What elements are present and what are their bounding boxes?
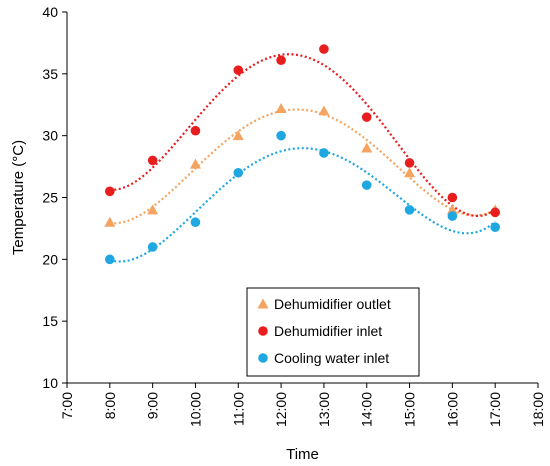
data-point-circle bbox=[105, 186, 115, 197]
data-point-circle bbox=[147, 242, 158, 252]
data-point-circle bbox=[447, 192, 458, 203]
trendline-1 bbox=[109, 53, 496, 217]
data-point-circle bbox=[319, 44, 329, 54]
legend: Dehumidifier outlet Dehumidifier inlet Coo… bbox=[246, 287, 420, 377]
x-tick-label: 8:00 bbox=[102, 392, 118, 419]
data-point-triangle bbox=[232, 130, 244, 141]
x-tick-label: 15:00 bbox=[402, 392, 418, 427]
legend-marker bbox=[258, 353, 268, 363]
data-point-circle bbox=[319, 148, 329, 158]
trendline-0 bbox=[109, 108, 496, 225]
y-tick-label: 15 bbox=[42, 313, 58, 329]
x-tick-label: 12:00 bbox=[273, 392, 289, 427]
data-point-circle bbox=[233, 65, 244, 75]
data-point-circle bbox=[276, 55, 286, 66]
legend-marker bbox=[257, 298, 269, 309]
data-point-circle bbox=[147, 155, 158, 166]
legend-label: Dehumidifier inlet bbox=[274, 323, 382, 339]
data-point-triangle bbox=[361, 142, 373, 153]
x-tick-label: 13:00 bbox=[316, 392, 332, 427]
data-point-triangle bbox=[189, 158, 201, 169]
trendline-2 bbox=[109, 147, 496, 263]
data-point-triangle bbox=[147, 204, 159, 215]
x-tick-label: 9:00 bbox=[145, 392, 161, 419]
data-point-triangle bbox=[404, 167, 416, 178]
y-tick-label: 30 bbox=[42, 128, 58, 144]
legend-box bbox=[246, 287, 420, 377]
x-tick-label: 7:00 bbox=[59, 392, 75, 419]
y-tick-label: 20 bbox=[42, 251, 58, 267]
axes: 10 15 20 25 30 35 40 7:00 8:00 9:00 10:00 11:00 12:0… bbox=[42, 4, 546, 427]
y-tick-label: 25 bbox=[42, 190, 58, 206]
legend-label: Dehumidifier outlet bbox=[274, 296, 391, 312]
y-tick-label: 35 bbox=[42, 66, 58, 82]
data-point-circle bbox=[233, 167, 244, 178]
x-tick-label: 11:00 bbox=[230, 392, 246, 426]
y-tick-label: 10 bbox=[42, 375, 58, 391]
data-points bbox=[104, 44, 501, 265]
data-point-triangle bbox=[318, 105, 330, 116]
x-axis-title: Time bbox=[286, 446, 319, 463]
data-point-circle bbox=[404, 158, 415, 168]
x-tick-label: 16:00 bbox=[444, 392, 460, 427]
trendlines bbox=[109, 53, 496, 263]
data-point-circle bbox=[190, 125, 201, 136]
x-tick-label: 17:00 bbox=[487, 392, 503, 427]
legend-label: Cooling water inlet bbox=[274, 350, 389, 366]
legend-marker bbox=[258, 326, 268, 336]
x-tick-label: 18:00 bbox=[530, 392, 546, 427]
data-point-circle bbox=[361, 180, 372, 190]
data-point-circle bbox=[361, 112, 372, 122]
data-point-circle bbox=[404, 205, 415, 215]
data-point-triangle bbox=[446, 204, 458, 215]
data-point-triangle bbox=[104, 216, 116, 227]
x-tick-label: 10:00 bbox=[187, 392, 203, 427]
x-tick-label: 14:00 bbox=[359, 392, 375, 427]
data-point-circle bbox=[490, 207, 500, 218]
data-point-circle bbox=[490, 222, 500, 232]
data-point-triangle bbox=[275, 102, 287, 113]
data-point-circle bbox=[276, 130, 286, 141]
data-point-circle bbox=[105, 254, 115, 265]
y-axis-title: Temperature (°C) bbox=[10, 140, 27, 255]
data-point-circle bbox=[190, 217, 201, 228]
data-point-circle bbox=[447, 211, 458, 221]
y-tick-label: 40 bbox=[42, 4, 58, 20]
